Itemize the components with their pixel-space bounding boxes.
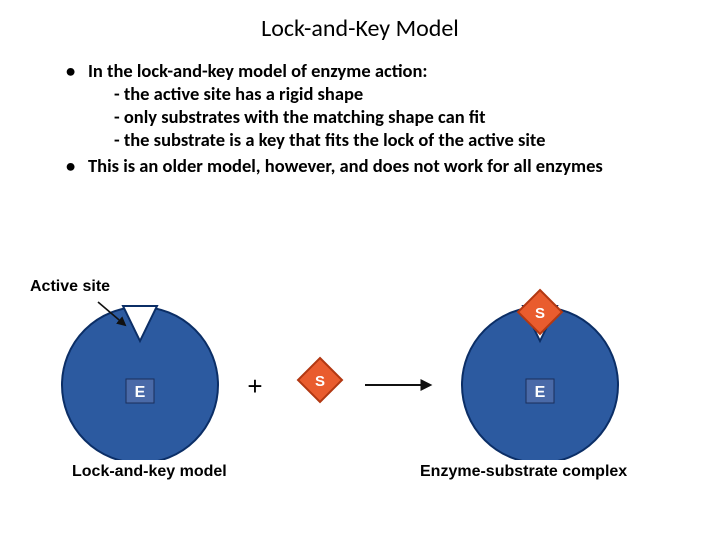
caption-right: Enzyme-substrate complex [420, 463, 627, 481]
bullet-1-text: In the lock-and-key model of enzyme acti… [88, 59, 428, 82]
slide: Lock-and-Key Model In the lock-and-key m… [0, 0, 720, 540]
diagram-svg: E + S S E [30, 280, 690, 460]
caption-left: Lock-and-key model [72, 463, 227, 481]
slide-title: Lock-and-Key Model [0, 0, 720, 49]
diagram-area: Active site E+SSE Lock-and-key model Enz… [30, 280, 690, 500]
bullet-1: In the lock-and-key model of enzyme acti… [88, 59, 660, 152]
plus-sign: + [247, 371, 262, 401]
bullet-1-sub-1: - the active site has a rigid shape [88, 82, 660, 105]
substrate-docked-letter: S [535, 305, 545, 322]
bullet-1-sub-2: - only substrates with the matching shap… [88, 105, 660, 128]
bullet-list: In the lock-and-key model of enzyme acti… [60, 59, 660, 177]
substrate-free-letter: S [315, 373, 325, 390]
enzyme-1-letter: E [135, 384, 146, 401]
bullet-1-sub-3: - the substrate is a key that fits the l… [88, 128, 660, 151]
enzyme-2-letter: E [535, 384, 546, 401]
slide-body: In the lock-and-key model of enzyme acti… [0, 59, 720, 177]
bullet-2: This is an older model, however, and doe… [88, 154, 660, 177]
bullet-2-text: This is an older model, however, and doe… [88, 154, 603, 177]
